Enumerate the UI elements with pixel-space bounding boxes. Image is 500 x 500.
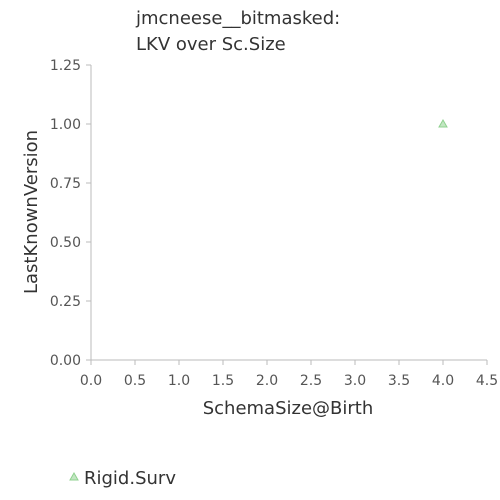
y-tick-label: 0.50 — [50, 235, 81, 251]
legend-label: Rigid.Surv — [84, 468, 176, 489]
x-tick-label: 4.0 — [432, 373, 454, 389]
x-tick-label: 0.0 — [80, 373, 102, 389]
legend: Rigid.Surv — [69, 468, 176, 489]
y-axis-title: LastKnownVersion — [21, 130, 42, 294]
x-tick-label: 0.5 — [124, 373, 146, 389]
y-tick-label: 0.75 — [50, 176, 81, 192]
x-tick-label: 1.0 — [168, 373, 190, 389]
y-tick-label: 1.25 — [50, 58, 81, 74]
y-tick-label: 0.00 — [50, 353, 81, 369]
axes — [86, 65, 487, 365]
y-axis-ticks: 0.00 0.25 0.50 0.75 1.00 1.25 — [50, 58, 91, 369]
chart-title-line-1: jmcneese__bitmasked: — [135, 8, 340, 29]
x-tick-label: 2.0 — [256, 373, 278, 389]
chart-title: jmcneese__bitmasked: LKV over Sc.Size — [135, 8, 340, 55]
chart-title-line-2: LKV over Sc.Size — [136, 34, 286, 55]
data-point — [438, 118, 448, 128]
x-tick-label: 4.5 — [476, 373, 498, 389]
y-tick-label: 1.00 — [50, 117, 81, 133]
legend-marker-icon — [69, 471, 79, 481]
x-axis-ticks: 0.0 0.5 1.0 1.5 2.0 2.5 3.0 3.5 4.0 4.5 — [80, 360, 498, 389]
y-tick-label: 0.25 — [50, 294, 81, 310]
x-tick-label: 1.5 — [212, 373, 234, 389]
x-tick-label: 3.5 — [388, 373, 410, 389]
x-tick-label: 3.0 — [344, 373, 366, 389]
data-points — [438, 118, 448, 128]
x-tick-label: 2.5 — [300, 373, 322, 389]
x-axis-title: SchemaSize@Birth — [203, 398, 374, 419]
